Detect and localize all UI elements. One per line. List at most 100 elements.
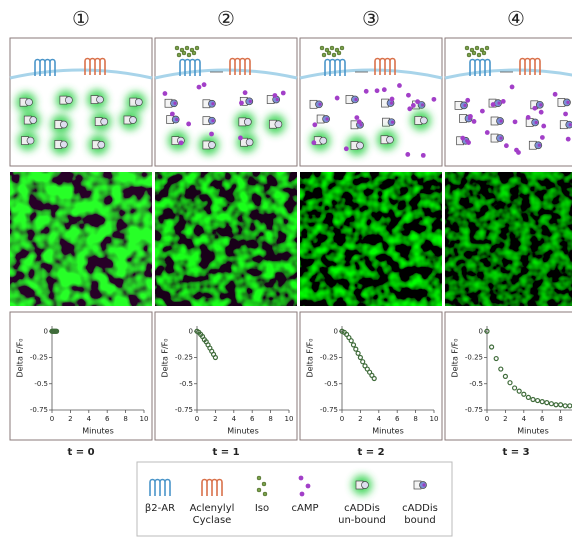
x-tick-label: 4 — [377, 415, 382, 423]
cadDis-head — [60, 141, 67, 148]
camp — [335, 96, 340, 101]
x-tick-label: 10 — [140, 415, 149, 423]
camp — [541, 124, 546, 129]
iso — [322, 53, 326, 57]
camp — [535, 121, 538, 124]
legend-label: cADDis — [344, 503, 380, 514]
x-tick-label: 2 — [213, 415, 217, 423]
x-tick-label: 8 — [123, 415, 127, 423]
legend-label: un-bound — [338, 515, 386, 526]
y-tick-label: -0.5 — [179, 380, 193, 388]
x-axis-label: Minutes — [227, 427, 259, 436]
camp — [566, 137, 571, 142]
camp — [238, 136, 243, 141]
camp — [510, 85, 515, 90]
camp — [209, 132, 214, 137]
cadDis-head — [65, 97, 72, 104]
camp — [499, 136, 502, 139]
iso — [185, 46, 189, 50]
y-tick-label: -0.5 — [324, 380, 338, 388]
camp — [211, 102, 214, 105]
x-tick-label: 8 — [268, 415, 272, 423]
camp — [311, 140, 316, 145]
camp — [539, 110, 544, 115]
camp — [239, 101, 244, 106]
panel-number: ④ — [507, 7, 525, 31]
cadDis-head — [27, 137, 34, 144]
plot-frame — [10, 312, 152, 440]
y-axis-label: Delta F/F₀ — [161, 339, 170, 378]
legend-label: bound — [404, 515, 436, 526]
cadDis-head — [208, 141, 215, 148]
cadDis-head — [362, 482, 369, 489]
camp — [411, 103, 416, 108]
x-tick-label: 2 — [68, 415, 72, 423]
iso — [320, 46, 324, 50]
camp — [513, 119, 518, 124]
cadDis-head — [98, 141, 105, 148]
y-tick-label: -0.25 — [30, 354, 48, 362]
camp — [390, 101, 393, 104]
camp — [173, 102, 176, 105]
camp — [391, 121, 394, 124]
camp — [276, 98, 279, 101]
camp — [405, 152, 410, 157]
y-tick-label: -0.5 — [469, 380, 483, 388]
micrograph — [10, 172, 152, 306]
camp — [406, 93, 411, 98]
iso — [475, 46, 479, 50]
x-tick-label: 4 — [522, 415, 527, 423]
y-tick-label: 0 — [479, 327, 483, 335]
camp — [538, 144, 541, 147]
micrograph — [445, 172, 572, 306]
camp — [326, 117, 329, 120]
legend-icon — [352, 475, 372, 495]
iso — [337, 51, 341, 55]
x-axis-label: Minutes — [517, 427, 549, 436]
x-axis-label: Minutes — [372, 427, 404, 436]
camp — [526, 115, 531, 120]
y-tick-label: 0 — [44, 327, 48, 335]
caption: t = 2 — [357, 447, 384, 458]
camp — [397, 83, 402, 88]
camp — [312, 122, 317, 127]
panel-number: ③ — [362, 7, 380, 31]
cadDis-head — [275, 121, 282, 128]
camp — [382, 87, 387, 92]
cadDis-head — [244, 118, 251, 125]
y-tick-label: 0 — [189, 327, 193, 335]
camp — [466, 140, 471, 145]
legend-label: Cyclase — [193, 515, 232, 526]
iso — [327, 51, 331, 55]
y-tick-label: -0.75 — [465, 406, 483, 414]
iso — [177, 53, 181, 57]
camp — [553, 92, 558, 97]
camp — [211, 119, 214, 122]
camp — [499, 119, 502, 122]
x-tick-label: 4 — [232, 415, 237, 423]
camp — [375, 88, 380, 93]
iso — [477, 53, 481, 57]
camp — [249, 100, 252, 103]
x-tick-label: 0 — [50, 415, 54, 423]
camp — [460, 136, 465, 141]
iso — [332, 53, 336, 57]
y-axis-label: Delta F/F₀ — [306, 339, 315, 378]
caption: t = 1 — [212, 447, 239, 458]
iso — [195, 46, 199, 50]
y-tick-label: -0.75 — [30, 406, 48, 414]
x-tick-label: 6 — [105, 415, 110, 423]
camp — [422, 483, 425, 486]
camp — [569, 123, 572, 126]
y-tick-label: -0.25 — [465, 354, 483, 362]
y-axis-label: Delta F/F₀ — [16, 339, 25, 378]
iso — [340, 46, 344, 50]
camp — [472, 119, 477, 124]
cadDis-head — [320, 137, 327, 144]
x-tick-label: 4 — [87, 415, 92, 423]
camp — [501, 99, 506, 104]
camp — [344, 146, 349, 151]
legend-label: Iso — [255, 503, 269, 514]
cadDis-head — [97, 96, 104, 103]
iso — [257, 488, 261, 492]
